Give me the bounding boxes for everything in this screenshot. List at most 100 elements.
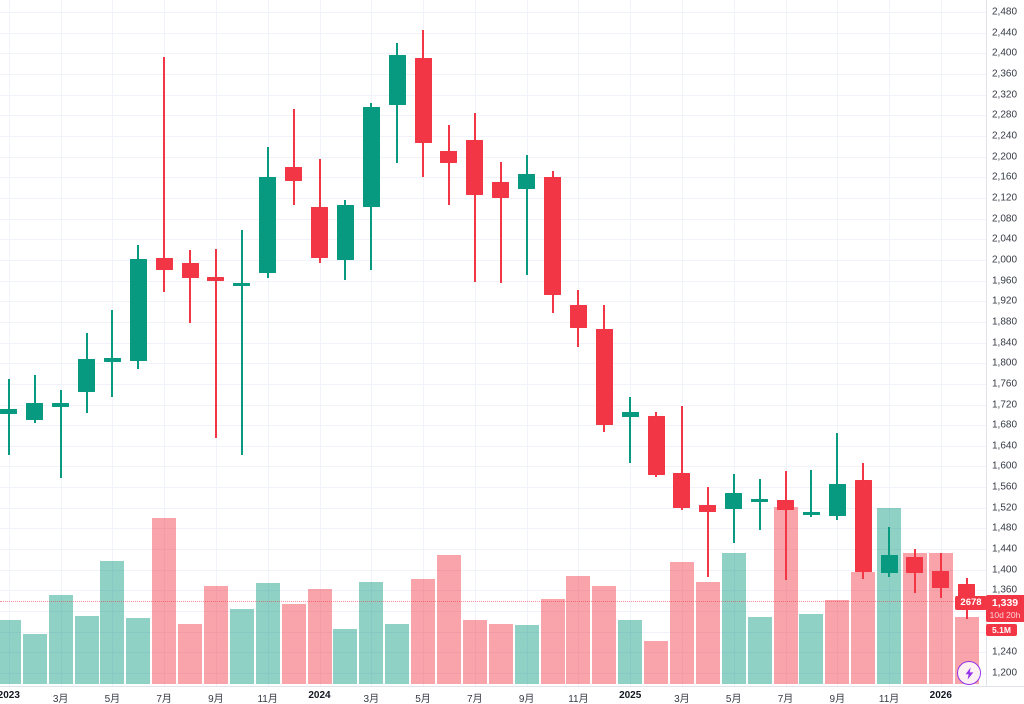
volume-bar[interactable]: [229, 609, 254, 684]
candlestick[interactable]: [311, 207, 328, 258]
candlestick[interactable]: [362, 107, 380, 208]
volume-bar[interactable]: [669, 561, 694, 684]
volume-bar[interactable]: [618, 619, 643, 684]
year-tick-label: 2025: [619, 690, 642, 701]
current-price-line: [0, 601, 956, 603]
volume-bar[interactable]: [333, 628, 358, 684]
horizontal-gridline: [0, 280, 986, 282]
candlestick[interactable]: [802, 511, 820, 516]
candlestick[interactable]: [621, 412, 639, 418]
candlestick[interactable]: [259, 176, 277, 273]
volume-bar[interactable]: [566, 576, 591, 684]
candlestick[interactable]: [492, 181, 510, 198]
candlestick[interactable]: [880, 555, 898, 573]
candlestick[interactable]: [673, 473, 691, 508]
candlestick[interactable]: [129, 258, 147, 361]
volume-bar[interactable]: [281, 603, 306, 684]
horizontal-gridline: [0, 218, 986, 220]
candlestick[interactable]: [414, 58, 432, 144]
volume-bar[interactable]: [540, 598, 565, 684]
candlestick[interactable]: [52, 403, 70, 407]
volume-bar[interactable]: [825, 599, 850, 684]
candlestick[interactable]: [26, 402, 44, 420]
candle-wick: [240, 229, 243, 456]
chart-plot-area[interactable]: [0, 0, 986, 686]
candlestick[interactable]: [181, 263, 199, 278]
candlestick[interactable]: [854, 479, 872, 572]
candle-wick: [447, 125, 450, 206]
candlestick[interactable]: [906, 557, 924, 573]
volume-bar[interactable]: [411, 578, 435, 684]
horizontal-gridline: [0, 301, 986, 303]
price-tick-label: 2,360: [992, 68, 1018, 80]
candle-wick: [189, 249, 191, 323]
candlestick[interactable]: [103, 358, 121, 362]
candlestick[interactable]: [155, 257, 173, 270]
volume-bar[interactable]: [48, 594, 73, 684]
candlestick[interactable]: [78, 359, 95, 393]
candlestick[interactable]: [0, 409, 18, 414]
candlestick[interactable]: [725, 492, 743, 509]
price-tick-label: 1,640: [992, 440, 1018, 452]
month-tick-label: 7月: [777, 694, 794, 704]
candlestick[interactable]: [207, 277, 225, 282]
price-tick-label: 2,480: [992, 6, 1018, 18]
candlestick[interactable]: [388, 54, 406, 105]
volume-bar[interactable]: [695, 581, 720, 684]
candle-wick: [499, 161, 502, 284]
volume-bar[interactable]: [385, 623, 410, 684]
horizontal-gridline: [0, 259, 986, 261]
volume-bar[interactable]: [359, 581, 384, 684]
horizontal-gridline: [0, 363, 986, 365]
volume-bar[interactable]: [488, 623, 513, 684]
candlestick[interactable]: [751, 498, 769, 502]
last-price-label: 1,339 10d 20h: [986, 595, 1024, 622]
candle-wick: [214, 248, 217, 438]
price-tick-label: 1,400: [992, 564, 1018, 576]
month-tick-label: 5月: [415, 694, 431, 704]
candlestick[interactable]: [595, 329, 613, 426]
horizontal-gridline: [0, 12, 986, 13]
candlestick[interactable]: [932, 570, 950, 588]
volume-bar[interactable]: [100, 560, 125, 684]
month-tick-label: 5月: [725, 694, 742, 704]
candlestick[interactable]: [466, 140, 484, 195]
volume-bar[interactable]: [851, 572, 876, 684]
candle-wick: [836, 432, 839, 521]
volume-bar[interactable]: [799, 614, 824, 684]
volume-bar[interactable]: [307, 589, 332, 684]
volume-bar[interactable]: [178, 623, 202, 684]
volume-bar[interactable]: [74, 615, 99, 684]
price-axis[interactable]: 2,480 2,440 2,400 2,360 2,320 2,280 2,240 2,200…: [986, 0, 1024, 686]
year-tick-label: 2023: [0, 690, 20, 701]
horizontal-gridline: [0, 549, 986, 551]
candlestick[interactable]: [777, 500, 794, 510]
volume-bar[interactable]: [0, 619, 21, 684]
candlestick[interactable]: [336, 205, 354, 260]
candlestick[interactable]: [440, 150, 458, 163]
volume-bar[interactable]: [721, 552, 746, 684]
candlestick[interactable]: [233, 282, 251, 287]
volume-bar[interactable]: [514, 624, 539, 684]
price-tick-label: 1,520: [992, 502, 1018, 514]
volume-bar[interactable]: [255, 582, 280, 684]
volume-bar[interactable]: [462, 619, 487, 684]
volume-bar[interactable]: [22, 634, 47, 684]
vertical-gridline: [319, 0, 321, 686]
volume-bar[interactable]: [126, 618, 151, 684]
candlestick[interactable]: [569, 304, 587, 328]
month-tick-label: 9月: [208, 694, 224, 704]
boost-button[interactable]: [957, 661, 981, 685]
candlestick[interactable]: [518, 174, 536, 190]
candlestick[interactable]: [828, 484, 846, 516]
volume-bar[interactable]: [747, 617, 772, 684]
horizontal-gridline: [0, 425, 986, 427]
candlestick[interactable]: [285, 166, 303, 182]
candlestick[interactable]: [647, 415, 665, 476]
candlestick[interactable]: [544, 176, 561, 295]
volume-bar[interactable]: [644, 640, 668, 684]
month-tick-label: 11月: [878, 694, 900, 704]
candlestick[interactable]: [699, 505, 717, 512]
volume-bar[interactable]: [436, 555, 461, 684]
time-axis[interactable]: 2023 3月 5月 7月 9月 11月 2024 3月 5月 7月 9月 11月 2025 3月 5月 7月…: [0, 686, 1024, 704]
